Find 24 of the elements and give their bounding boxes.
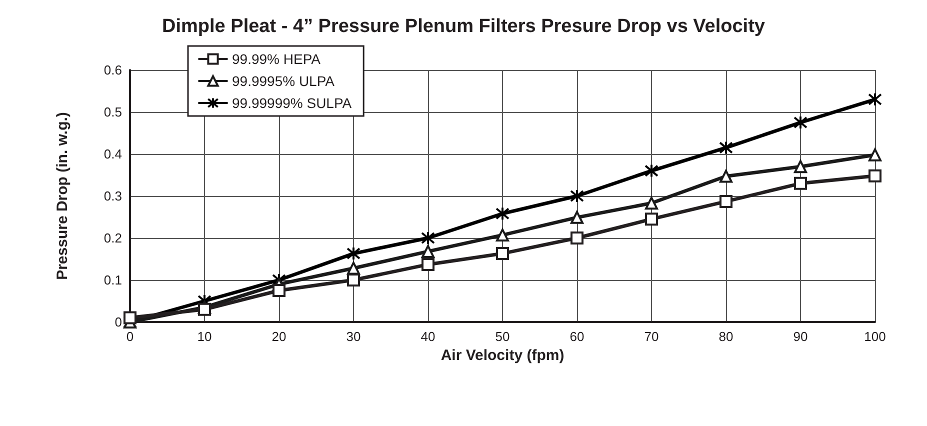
x-axis-title: Air Velocity (fpm) (440, 346, 564, 364)
y-tick-label: 0.6 (104, 62, 122, 78)
legend-label: 99.9995% ULPA (232, 73, 336, 89)
y-tick-label: 0 (114, 314, 122, 330)
x-tick-label: 60 (570, 329, 584, 344)
x-tick-label: 20 (272, 329, 286, 344)
y-axis-title: Pressure Drop (in. w.g.) (54, 112, 71, 280)
x-tick-label: 100 (864, 329, 886, 344)
legend-label: 99.99999% SULPA (232, 95, 352, 111)
y-tick-label: 0.3 (104, 188, 122, 204)
x-tick-label: 50 (495, 329, 510, 344)
x-tick-label: 0 (126, 329, 134, 344)
x-tick-label: 70 (644, 329, 659, 344)
x-tick-label: 90 (793, 329, 808, 344)
y-tick-label: 0.5 (104, 104, 122, 120)
x-tick-label: 30 (346, 329, 361, 344)
x-tick-label: 40 (420, 329, 436, 344)
y-tick-label: 0.2 (104, 230, 122, 246)
x-tick-label: 80 (718, 329, 734, 344)
y-tick-label: 0.1 (104, 272, 122, 288)
y-tick-label: 0.4 (104, 146, 122, 162)
x-tick-label: 10 (197, 329, 212, 344)
legend-label: 99.99% HEPA (232, 51, 322, 67)
chart-title: Dimple Pleat - 4” Pressure Plenum Filters Presure Drop vs Velocity (162, 16, 766, 37)
